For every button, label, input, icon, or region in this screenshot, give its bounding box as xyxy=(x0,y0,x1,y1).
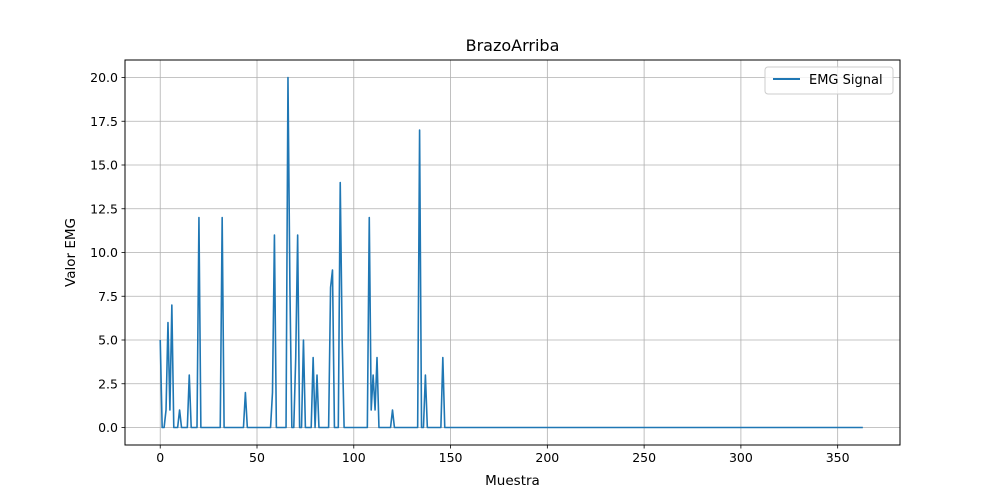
chart-title: BrazoArriba xyxy=(466,36,560,55)
x-axis-title: Muestra xyxy=(485,473,540,489)
x-tick-label: 100 xyxy=(342,450,366,465)
series-layer xyxy=(159,76,863,429)
y-tick-label: 7.5 xyxy=(98,289,118,304)
y-tick-label: 5.0 xyxy=(98,333,118,348)
y-tick-label: 17.5 xyxy=(90,114,118,129)
y-tick-label: 10.0 xyxy=(90,245,118,260)
y-tick-label: 12.5 xyxy=(90,201,118,216)
x-tick-label: 350 xyxy=(826,450,850,465)
legend: EMG Signal xyxy=(764,66,894,95)
legend-label: EMG Signal xyxy=(809,73,883,88)
legend-box xyxy=(764,66,894,95)
x-tick-label: 150 xyxy=(439,450,463,465)
x-tick-label: 250 xyxy=(632,450,656,465)
x-tick-label: 300 xyxy=(729,450,753,465)
y-axis-title: Valor EMG xyxy=(63,218,79,287)
ticks: 0 50 100 150 200 250 300 350 0.0 2.5 5.0 7.5 10.0 12.… xyxy=(90,70,849,465)
x-tick-label: 0 xyxy=(156,450,164,465)
series-line-emg-signal xyxy=(159,76,863,429)
y-tick-label: 15.0 xyxy=(90,158,118,173)
x-tick-label: 50 xyxy=(249,450,265,465)
y-tick-label: 0.0 xyxy=(98,420,118,435)
y-tick-label: 20.0 xyxy=(90,70,118,85)
y-tick-label: 2.5 xyxy=(98,376,118,391)
x-tick-label: 200 xyxy=(535,450,559,465)
